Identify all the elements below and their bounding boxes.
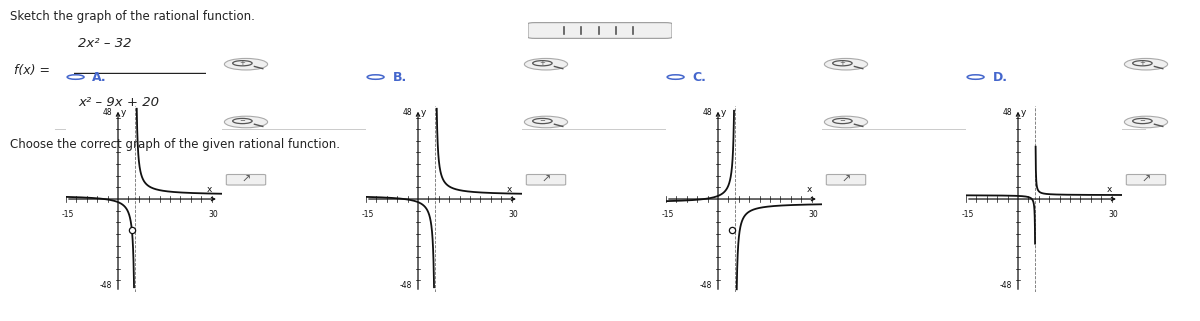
FancyBboxPatch shape [528, 22, 672, 39]
Text: -15: -15 [361, 210, 374, 219]
Text: +: + [1140, 60, 1145, 66]
Text: -15: -15 [61, 210, 74, 219]
Text: -15: -15 [661, 210, 674, 219]
Text: +: + [840, 60, 845, 66]
Text: ↗: ↗ [841, 175, 851, 185]
Text: C.: C. [692, 71, 707, 83]
Text: −: − [540, 118, 545, 124]
Text: x: x [1106, 185, 1112, 194]
Text: 30: 30 [209, 210, 218, 219]
Text: y: y [1021, 108, 1026, 117]
Text: −: − [840, 118, 845, 124]
Text: x: x [806, 185, 812, 194]
Text: ↗: ↗ [1141, 175, 1151, 185]
Text: 48: 48 [102, 108, 112, 117]
Text: B.: B. [392, 71, 407, 83]
Text: 48: 48 [1002, 108, 1012, 117]
Text: −: − [1140, 118, 1145, 124]
Text: +: + [540, 60, 545, 66]
Text: -15: -15 [961, 210, 974, 219]
Text: y: y [121, 108, 126, 117]
Text: -48: -48 [400, 281, 412, 290]
Text: -48: -48 [700, 281, 712, 290]
Text: 2x² – 32: 2x² – 32 [78, 37, 132, 50]
Text: y: y [421, 108, 426, 117]
Text: x: x [506, 185, 512, 194]
Text: Choose the correct graph of the given rational function.: Choose the correct graph of the given ra… [10, 138, 340, 151]
Text: A.: A. [92, 71, 107, 83]
Text: 30: 30 [1109, 210, 1118, 219]
Text: Sketch the graph of the rational function.: Sketch the graph of the rational functio… [10, 10, 254, 22]
Text: D.: D. [992, 71, 1008, 83]
Text: ↗: ↗ [241, 175, 251, 185]
Text: x: x [206, 185, 212, 194]
Text: -48: -48 [1000, 281, 1012, 290]
Text: f(x) =: f(x) = [14, 64, 50, 77]
Text: −: − [240, 118, 245, 124]
Text: -48: -48 [100, 281, 112, 290]
Text: x² – 9x + 20: x² – 9x + 20 [78, 96, 158, 109]
Text: +: + [240, 60, 245, 66]
Text: ↗: ↗ [541, 175, 551, 185]
Text: 48: 48 [702, 108, 712, 117]
Text: 30: 30 [809, 210, 818, 219]
Text: 30: 30 [509, 210, 518, 219]
Text: y: y [721, 108, 726, 117]
Text: 48: 48 [402, 108, 412, 117]
